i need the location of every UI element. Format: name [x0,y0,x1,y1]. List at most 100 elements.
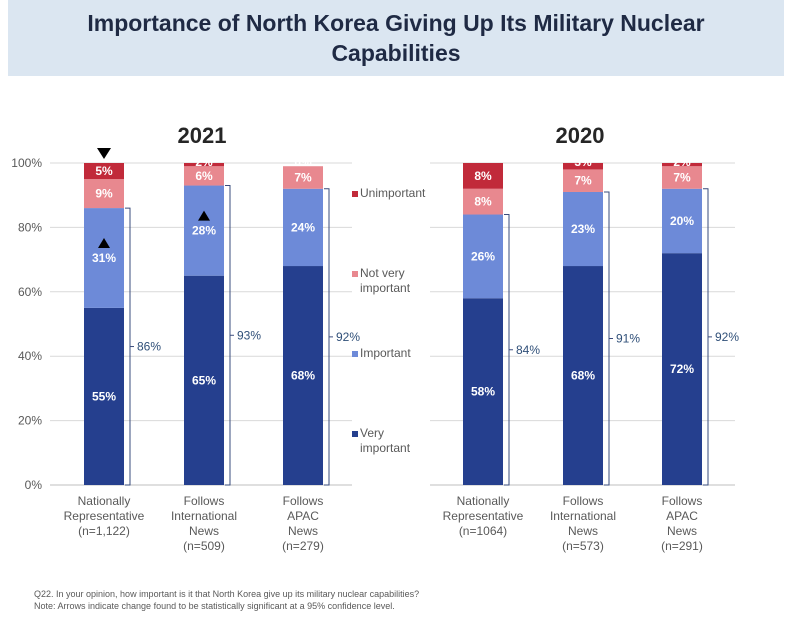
bracket [225,185,231,486]
bracket [324,188,330,486]
category-label: (n=509) [183,539,225,553]
bar-segment [283,266,323,485]
bar-segment [563,191,603,267]
bracket-label: 84% [516,343,540,357]
data-label: 58% [471,385,495,399]
bracket-label: 93% [237,328,261,342]
bar-segment [184,163,224,167]
category-label: APAC [666,509,698,523]
legend-label: important [360,441,411,455]
category-label: (n=573) [562,539,604,553]
bar-segment [84,179,124,209]
bar-segment [463,188,503,215]
bracket [703,188,709,486]
data-label: 68% [571,369,595,383]
bracket [504,214,510,486]
data-label: 3% [574,155,592,169]
bar-segment [662,166,702,189]
data-label: 28% [192,224,216,238]
bar-segment [283,188,323,267]
legend-swatch [352,351,358,357]
bar-segment [283,166,323,189]
y-tick-label: 80% [18,220,42,234]
sig-up-arrow-icon [98,237,110,248]
bar-segment [463,298,503,485]
data-label: 7% [294,170,312,184]
legend-swatch [352,271,358,277]
bracket-label: 92% [715,330,739,344]
bracket-label: 86% [137,340,161,354]
category-label: Representative [443,509,524,523]
category-label: APAC [287,509,319,523]
title-banner: Importance of North Korea Giving Up Its … [8,0,784,76]
y-tick-label: 60% [18,285,42,299]
category-label: (n=1064) [459,524,507,538]
category-label: (n=279) [282,539,324,553]
data-label: 7% [574,174,592,188]
data-label: 68% [291,369,315,383]
data-label: 0% [294,155,312,169]
legend-swatch [352,431,358,437]
panel-title: 2021 [178,123,227,148]
category-label: (n=291) [661,539,703,553]
bar-segment [84,163,124,180]
bar-segment [184,275,224,485]
bar-segment [184,166,224,186]
data-label: 65% [192,373,216,387]
category-label: Follows [662,494,703,508]
y-tick-label: 20% [18,414,42,428]
category-label: Follows [283,494,324,508]
bar-segment [563,266,603,485]
category-label: Follows [563,494,604,508]
data-label: 20% [670,214,694,228]
legend-label: Not very [360,266,405,280]
legend-swatch [352,191,358,197]
data-label: 26% [471,249,495,263]
data-label: 8% [474,169,492,183]
legend-label: Very [360,426,384,440]
data-label: 5% [95,164,113,178]
bar-segment [84,307,124,485]
sig-down-arrow-icon [97,148,111,159]
category-label: News [568,524,598,538]
bar-segment [662,253,702,485]
data-label: 6% [195,169,213,183]
category-label: Follows [184,494,225,508]
footnote-question: Q22. In your opinion, how important is i… [34,589,420,599]
data-label: 31% [92,251,116,265]
y-tick-label: 0% [25,478,43,492]
category-label: Nationally [457,494,510,508]
sig-up-arrow-icon [198,210,210,221]
legend-label: Important [360,346,411,360]
data-label: 2% [673,155,691,169]
chart-title: Importance of North Korea Giving Up Its … [87,10,705,66]
bar-segment [84,208,124,308]
category-label: International [171,509,237,523]
data-label: 2% [195,155,213,169]
y-tick-label: 100% [11,156,42,170]
bracket [125,207,131,486]
legend-label: Unimportant [360,186,426,200]
category-label: News [288,524,318,538]
bar-segment [463,163,503,189]
category-label: (n=1,122) [78,524,130,538]
bracket-label: 92% [336,330,360,344]
data-label: 23% [571,222,595,236]
data-label: 55% [92,389,116,403]
category-label: Nationally [78,494,131,508]
panel-title: 2020 [556,123,605,148]
bar-segment [662,188,702,254]
data-label: 8% [474,195,492,209]
data-label: 24% [291,220,315,234]
category-label: Representative [64,509,145,523]
bar-segment [563,169,603,192]
bar-segment [184,185,224,276]
footnote-note: Note: Arrows indicate change found to be… [34,601,395,611]
category-label: News [189,524,219,538]
bracket [604,191,610,486]
y-tick-label: 40% [18,349,42,363]
bar-segment [563,163,603,170]
category-label: News [667,524,697,538]
data-label: 9% [95,187,113,201]
bracket-label: 91% [616,331,640,345]
